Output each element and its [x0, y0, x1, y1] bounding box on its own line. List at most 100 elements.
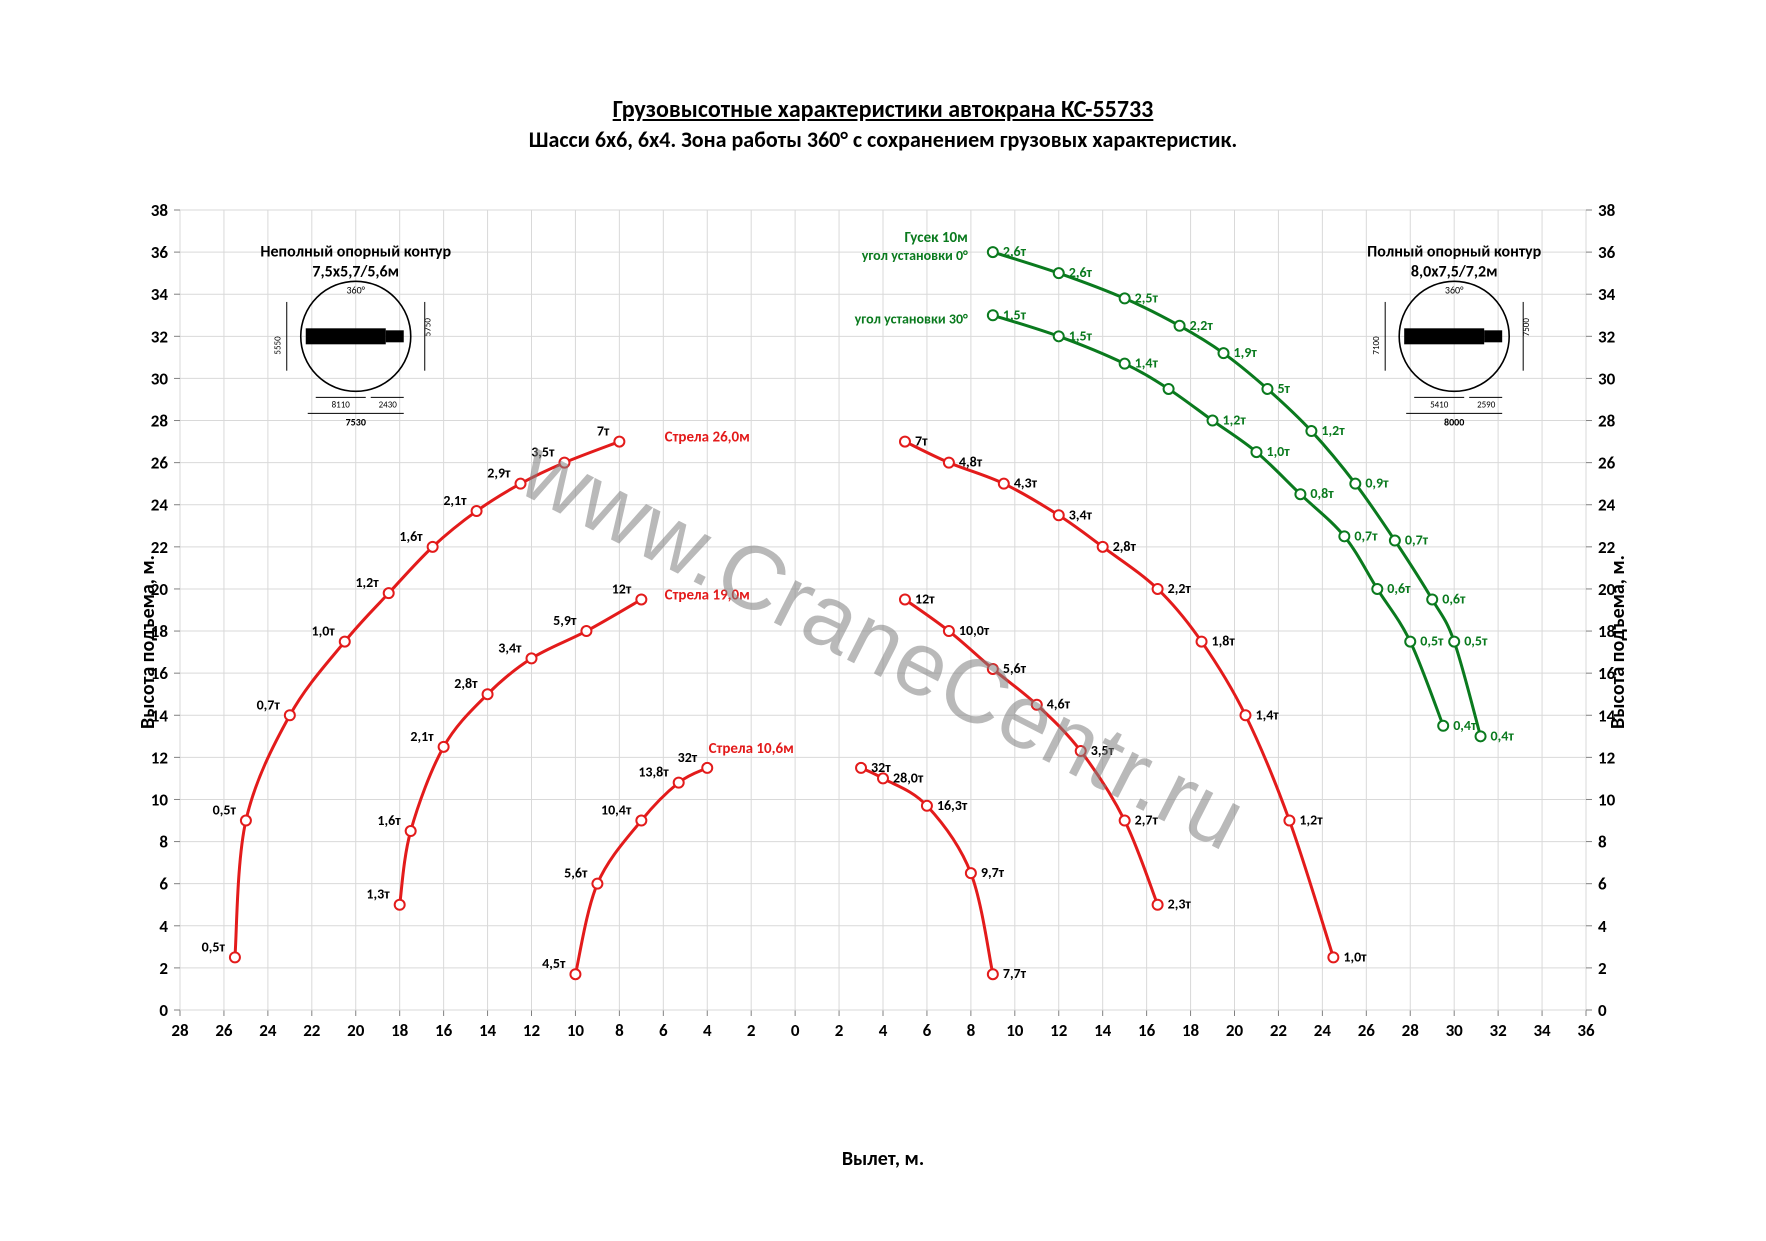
x-axis-label: Вылет, м. [0, 1147, 1766, 1171]
point-label: 5,6т [1003, 660, 1027, 677]
svg-text:24: 24 [151, 495, 169, 516]
svg-text:8110: 8110 [332, 399, 351, 410]
svg-text:8: 8 [159, 832, 168, 853]
svg-text:26: 26 [215, 1020, 233, 1041]
svg-text:36: 36 [151, 242, 169, 263]
data-point [988, 247, 998, 257]
point-label: 3,5т [531, 444, 555, 461]
data-point [570, 969, 580, 979]
svg-text:10: 10 [1006, 1020, 1024, 1041]
data-point [999, 479, 1009, 489]
point-label: 3,5т [1091, 742, 1115, 759]
data-point [614, 437, 624, 447]
svg-text:32: 32 [1490, 1020, 1508, 1041]
svg-text:34: 34 [1533, 1020, 1551, 1041]
point-label: 2,2т [1190, 317, 1214, 334]
point-label: 3,4т [1069, 506, 1093, 523]
data-point [1427, 594, 1437, 604]
svg-text:28: 28 [171, 1020, 189, 1041]
svg-text:20: 20 [151, 579, 169, 600]
point-label: 1,0т [1266, 443, 1290, 460]
point-label: 4,5т [542, 955, 566, 972]
svg-text:20: 20 [347, 1020, 365, 1041]
data-point [395, 900, 405, 910]
svg-text:26: 26 [151, 453, 169, 474]
point-label: 1,5т [1069, 327, 1093, 344]
chart-svg: 2826242220181614121086420246810121416182… [120, 200, 1646, 1100]
point-label: 2,1т [410, 728, 434, 745]
title: Грузовысотные характеристики автокрана К… [0, 95, 1766, 124]
subtitle: Шасси 6х6, 6х4. Зона работы 360° с сохра… [0, 126, 1766, 153]
data-point [230, 952, 240, 962]
series-title: Стрела 10,6м [709, 740, 794, 758]
svg-text:Неполный опорный контур: Неполный опорный контур [260, 242, 451, 261]
svg-text:12: 12 [1598, 747, 1616, 768]
svg-text:0: 0 [791, 1020, 800, 1041]
data-point [1405, 637, 1415, 647]
svg-text:12: 12 [151, 747, 169, 768]
data-point [559, 458, 569, 468]
svg-text:28: 28 [151, 411, 169, 432]
point-label: 1,8т [1212, 633, 1236, 650]
svg-text:10: 10 [1598, 789, 1616, 810]
data-point [384, 588, 394, 598]
data-point [1032, 700, 1042, 710]
titles: Грузовысотные характеристики автокрана К… [0, 95, 1766, 153]
data-point [1175, 321, 1185, 331]
data-point [1372, 584, 1382, 594]
data-point [1219, 348, 1229, 358]
svg-text:22: 22 [1598, 537, 1616, 558]
point-label: 4,3т [1014, 475, 1038, 492]
data-point [966, 868, 976, 878]
point-label: 1,2т [1223, 412, 1247, 429]
svg-text:26: 26 [1598, 453, 1616, 474]
point-label: 0,6т [1387, 580, 1411, 597]
data-point [1240, 710, 1250, 720]
svg-text:28: 28 [1402, 1020, 1420, 1041]
series-title: Стрела 26,0м [665, 429, 750, 447]
svg-text:0: 0 [1598, 1000, 1607, 1021]
point-label: 7т [915, 433, 928, 450]
svg-text:32: 32 [151, 326, 169, 347]
point-label: 1,3т [366, 886, 390, 903]
svg-text:угол установки 0°: угол установки 0° [862, 247, 968, 264]
data-point [1076, 746, 1086, 756]
data-point [406, 826, 416, 836]
data-point [636, 594, 646, 604]
svg-text:18: 18 [1182, 1020, 1200, 1041]
svg-text:38: 38 [151, 200, 169, 221]
data-point [922, 801, 932, 811]
data-point [516, 479, 526, 489]
data-point [1197, 637, 1207, 647]
svg-text:14: 14 [1094, 1020, 1112, 1041]
point-label: 2,8т [454, 675, 478, 692]
chart: 2826242220181614121086420246810121416182… [120, 200, 1646, 1100]
data-point [1098, 542, 1108, 552]
data-point [988, 310, 998, 320]
point-label: 13,8т [638, 764, 669, 781]
svg-text:34: 34 [1598, 284, 1616, 305]
data-point [439, 742, 449, 752]
point-label: 4,8т [959, 454, 983, 471]
svg-text:6: 6 [1598, 874, 1607, 895]
point-label: 0,7т [1354, 527, 1378, 544]
svg-text:4: 4 [159, 916, 168, 937]
point-label: 0,6т [1442, 590, 1466, 607]
svg-text:2: 2 [835, 1020, 844, 1041]
data-point [527, 653, 537, 663]
point-label: 0,8т [1310, 485, 1334, 502]
point-label: 5,9т [553, 612, 577, 629]
svg-text:6: 6 [159, 874, 168, 895]
data-point [1164, 384, 1174, 394]
point-label: 2,1т [443, 492, 467, 509]
point-label: 0,5т [213, 802, 237, 819]
point-label: 10,4т [601, 802, 632, 819]
data-point [1476, 731, 1486, 741]
data-point [340, 637, 350, 647]
data-point [1295, 489, 1305, 499]
point-label: 1,4т [1135, 355, 1159, 372]
point-label: 2,2т [1168, 580, 1192, 597]
svg-text:16: 16 [1598, 663, 1616, 684]
svg-text:0: 0 [159, 1000, 168, 1021]
svg-text:20: 20 [1598, 579, 1616, 600]
